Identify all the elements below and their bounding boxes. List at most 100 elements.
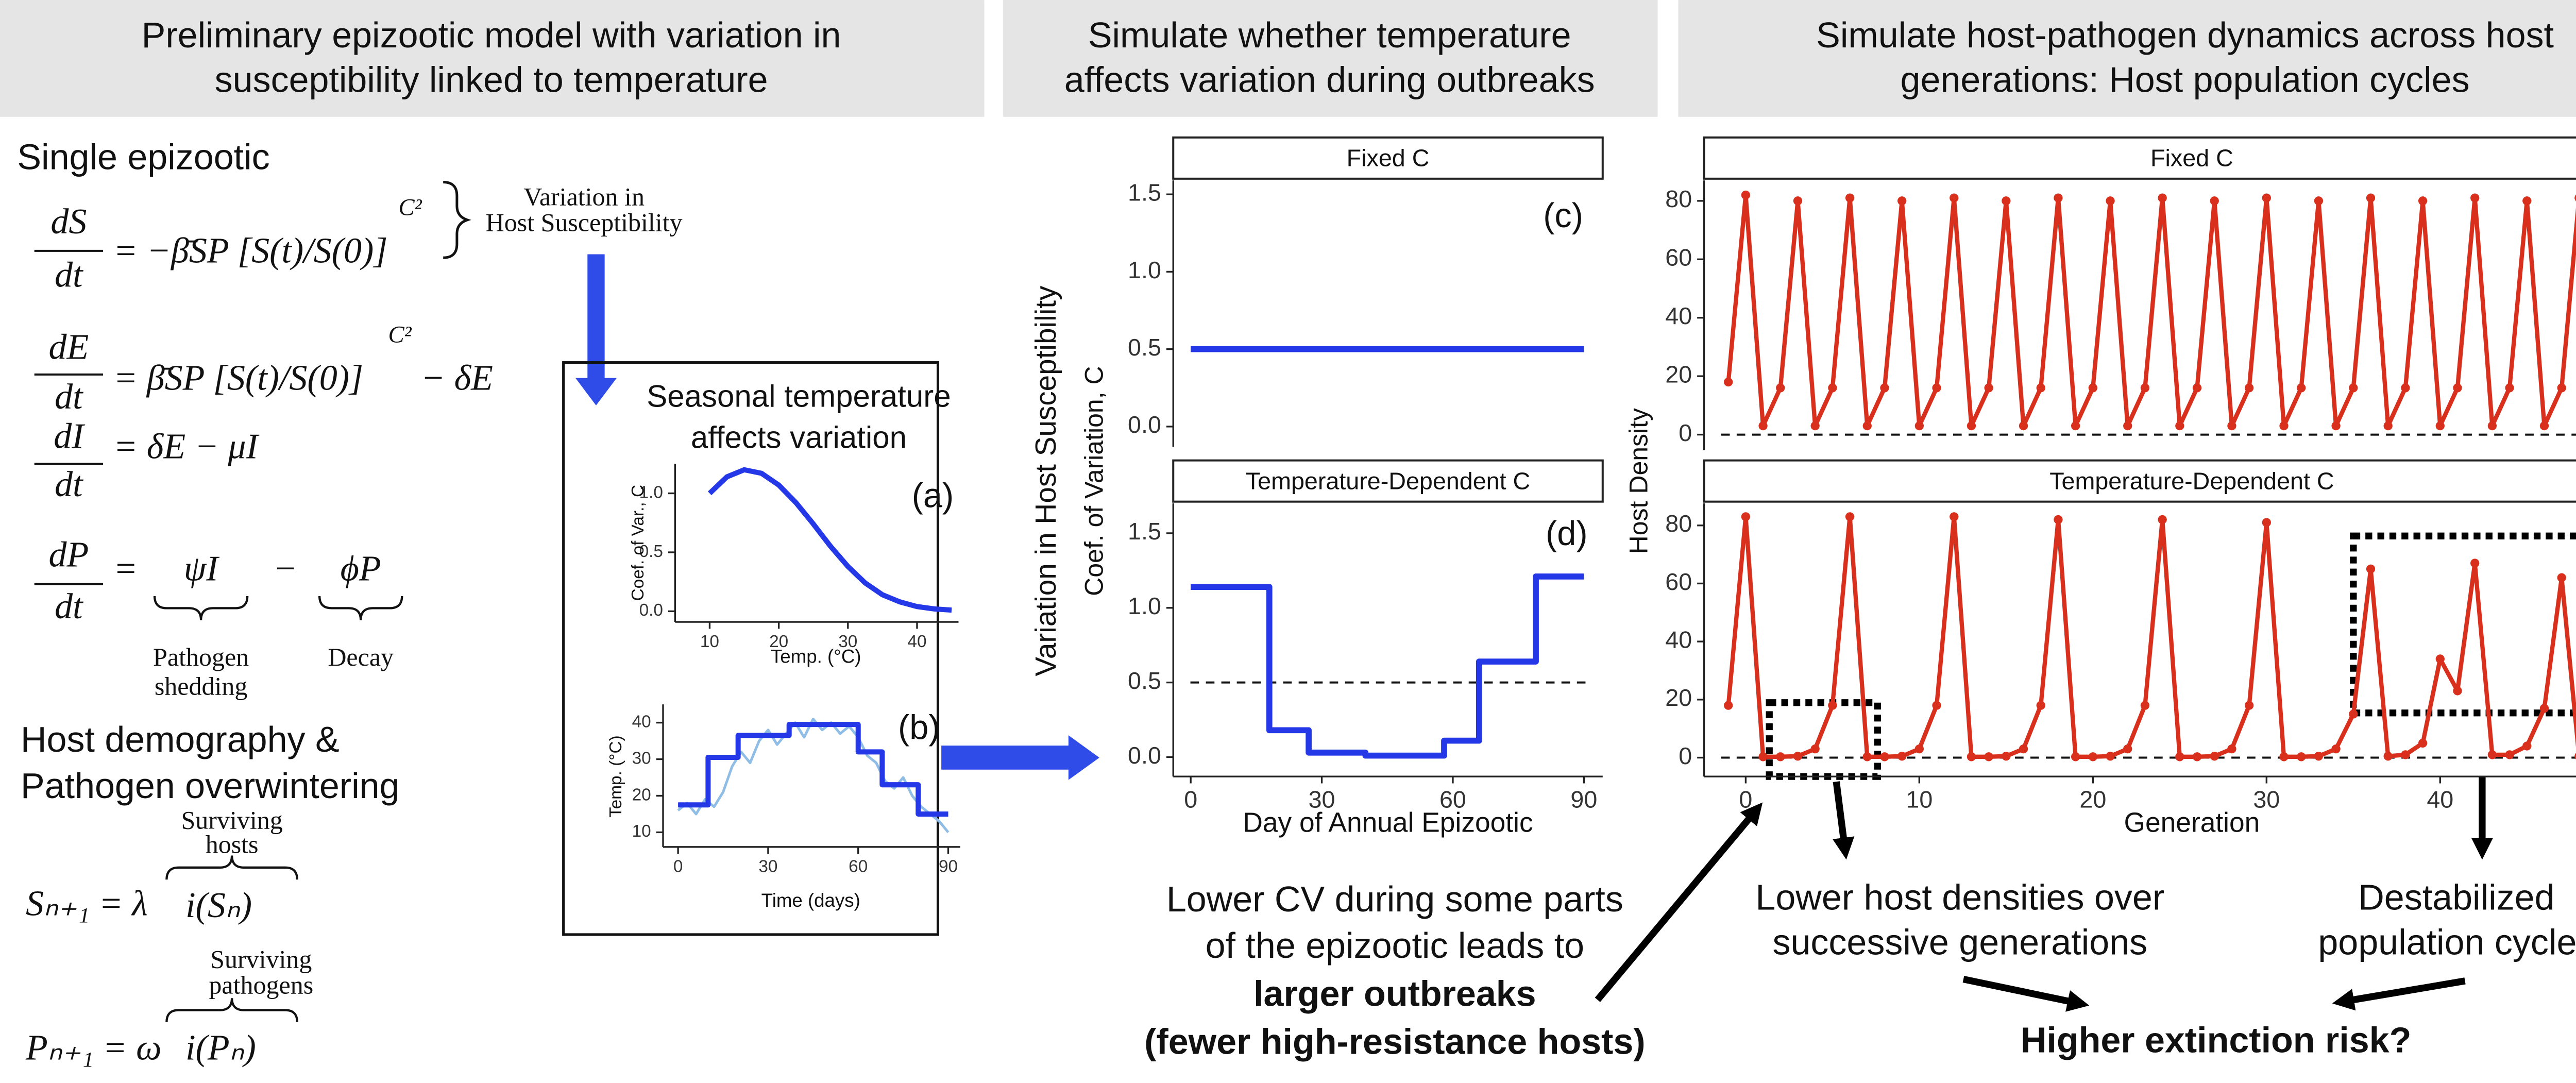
x-tick-label: 0 [1184,786,1197,813]
data-line [1726,193,2576,428]
data-point [2279,421,2289,431]
x-tick-label: 0 [1739,786,1752,813]
y-tick-label: 40 [1665,302,1692,329]
inset-title: Seasonal temperature [647,379,951,413]
data-point [2331,744,2341,754]
eq-rhs: = β̄SP [S(t)/S(0)] [113,358,363,398]
data-point [2314,196,2324,206]
data-point [1793,752,1803,761]
data-point [2088,752,2098,762]
data-point [2297,752,2306,762]
data-point [2505,750,2514,759]
x-tick-label: 40 [2427,786,2453,813]
eq-den: dt [55,255,83,295]
data-point [2522,741,2532,751]
eq-rhs: = δE − μI [113,427,260,467]
panel-label: (d) [1546,515,1587,553]
x-axis-label: Generation [2124,808,2260,838]
data-point [2505,383,2514,393]
data-point [2470,559,2480,568]
x-tick-label: 20 [2079,786,2106,813]
x-tick-label: 30 [2253,786,2280,813]
arrow [1833,781,1855,860]
x-tick-label: 30 [838,632,857,651]
header-bg [0,0,985,117]
eq-den: dt [55,377,83,417]
data-point [1967,421,1976,431]
data-point [1793,196,1803,206]
data-point [2158,515,2167,524]
data-point [2192,383,2202,393]
data-point [2227,421,2236,431]
note: shedding [155,672,248,701]
annotation: successive generations [1772,922,2147,962]
data-point [2574,194,2576,201]
data-point [2487,421,2497,431]
data-point [1984,752,1993,762]
panel-label: (c) [1543,197,1583,235]
data-point [2244,383,2254,393]
y-title: Variation in Host Susceptibility [1030,285,1062,676]
y-tick-label: 0.0 [1128,742,1161,769]
x-tick-label: 10 [700,632,719,651]
x-axis-label: Time (days) [761,890,860,911]
data-line [707,467,952,613]
data-point [1897,752,1907,761]
data-point [2140,701,2150,710]
x-tick-label: 90 [939,857,958,876]
y-tick-label: 20 [632,785,651,804]
x-tick-label: 90 [1570,786,1597,813]
data-point [2470,193,2480,202]
note: Host Susceptibility [486,208,683,236]
data-point [2071,421,2080,431]
inset-title: affects variation [691,420,907,454]
data-point [2244,701,2254,710]
y-tick-label: 60 [1665,244,1692,271]
data-point [1758,421,1768,431]
arrows [1595,776,2494,1012]
inset-box [562,361,939,936]
data-point [2366,193,2376,202]
header: affects variation during outbreaks [1064,60,1595,100]
strip-label: Fixed C [2150,144,2233,171]
data-point [2210,752,2219,761]
x-tick-label: 10 [1906,786,1933,813]
data-point [2158,193,2167,202]
x-axis-label: Day of Annual Epizootic [1243,808,1533,838]
data-point [2054,515,2063,524]
data-point [1741,512,1751,521]
data-point [2557,573,2566,582]
eq-num: dP [48,535,89,575]
data-point [2279,752,2289,762]
data-point [1741,190,1751,200]
y-axis-label: Host Density [1624,408,1653,554]
y-tick-label: 30 [632,749,651,768]
arrow [1962,976,2090,1012]
data-point [2036,383,2045,393]
data-point [2539,704,2549,713]
eq: Pₙ₊₁ = ω [25,1028,162,1068]
data-line [677,717,950,834]
strip-label: Fixed C [1347,144,1430,171]
eq-num: dI [54,417,86,456]
y-axis-label: Coef. of Variation, C [1079,366,1108,596]
eq-tail: − δE [421,358,493,398]
annotation: (fewer high-resistance hosts) [1144,1022,1645,1062]
data-point [2453,686,2462,696]
data-point [2574,753,2576,760]
overbrace [165,855,298,880]
y-tick-label: 1.0 [1128,257,1161,283]
data-point [2036,701,2045,710]
data-point [2401,750,2410,759]
note: Pathogen [153,642,249,671]
data-point [2175,752,2184,762]
data-point [1758,752,1768,762]
data-point [1845,512,1855,521]
header-bg [1003,0,1658,117]
data-point [2019,421,2028,431]
data-point [2383,421,2393,431]
x-tick-label: 30 [758,857,777,876]
data-point [1845,193,1855,202]
data-point [2262,193,2271,202]
data-point [1862,421,1872,431]
